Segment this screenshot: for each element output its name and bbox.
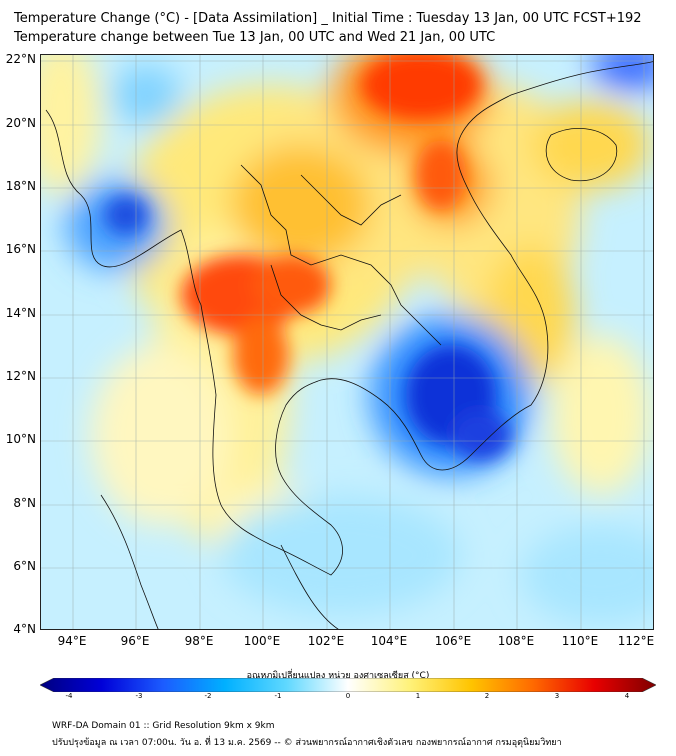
colorbar-tick: 2 xyxy=(484,692,490,700)
lon-label-96e: 96°E xyxy=(120,634,150,648)
lon-label-104e: 104°E xyxy=(370,634,408,648)
lon-label-98e: 98°E xyxy=(184,634,214,648)
temperature-change-map xyxy=(40,54,654,630)
graticule xyxy=(41,55,653,629)
colorbar-tick: 1 xyxy=(415,692,421,700)
colorbar xyxy=(40,678,656,692)
lon-label-100e: 100°E xyxy=(243,634,281,648)
colorbar-tick: 3 xyxy=(554,692,560,700)
lon-label-102e: 102°E xyxy=(307,634,345,648)
coastlines xyxy=(45,61,653,629)
colorbar-label: อุณหภูมิเปลี่ยนแปลง หน่วย องศาเซลเซียส (… xyxy=(246,671,430,681)
map-subtitle: Temperature change between Tue 13 Jan, 0… xyxy=(14,30,496,45)
temperature-field xyxy=(41,55,653,625)
lon-label-106e: 106°E xyxy=(434,634,472,648)
lat-label-16n: 16°N xyxy=(5,242,36,256)
lat-label-20n: 20°N xyxy=(5,116,36,130)
lat-label-14n: 14°N xyxy=(5,306,36,320)
map-canvas xyxy=(41,55,653,629)
colorbar-tick: 4 xyxy=(624,692,630,700)
lat-label-4n: 4°N xyxy=(13,622,36,636)
lat-label-22n: 22°N xyxy=(5,52,36,66)
lon-label-94e: 94°E xyxy=(57,634,87,648)
lat-label-10n: 10°N xyxy=(5,432,36,446)
footer-update-info: ปรับปรุงข้อมูล ณ เวลา 07:00น. วัน อ. ที่… xyxy=(52,738,562,748)
colorbar-tick: -2 xyxy=(204,692,212,700)
lon-label-112e: 112°E xyxy=(617,634,655,648)
colorbar-tick: -1 xyxy=(274,692,282,700)
colorbar-tick: 0 xyxy=(345,692,351,700)
lon-label-110e: 110°E xyxy=(561,634,599,648)
footer-model-info: WRF-DA Domain 01 :: Grid Resolution 9km … xyxy=(52,721,275,731)
lat-label-8n: 8°N xyxy=(13,496,36,510)
lon-label-108e: 108°E xyxy=(497,634,535,648)
lat-label-6n: 6°N xyxy=(13,559,36,573)
colorbar-tick: -4 xyxy=(65,692,73,700)
colorbar-tick: -3 xyxy=(135,692,143,700)
lat-label-12n: 12°N xyxy=(5,369,36,383)
map-title: Temperature Change (°C) - [Data Assimila… xyxy=(14,11,642,26)
lat-label-18n: 18°N xyxy=(5,179,36,193)
